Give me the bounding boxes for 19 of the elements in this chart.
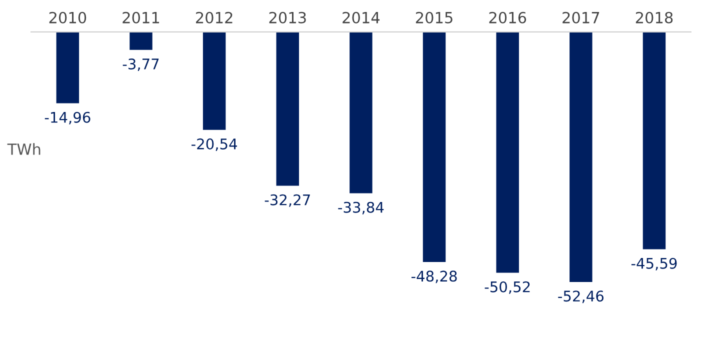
data-label: -45,59 [631, 258, 677, 270]
x-tick-label: 2012 [196, 12, 232, 24]
data-label: -33,84 [338, 202, 384, 214]
data-label: -14,96 [44, 112, 90, 124]
data-label: -50,52 [484, 281, 530, 294]
x-tick-label: 2018 [636, 12, 673, 24]
data-label: -20,54 [192, 138, 238, 151]
x-tick-label: 2015 [416, 12, 452, 24]
x-tick-label: 2013 [269, 12, 306, 24]
x-tick-label: 2016 [489, 12, 526, 24]
x-tick-label: 2014 [342, 12, 380, 24]
y-axis-title: TWh [7, 143, 40, 155]
data-label: -32,27 [264, 194, 310, 207]
x-tick-label: 2017 [562, 12, 600, 24]
x-tick-label: 2011 [122, 12, 160, 24]
data-label: -3,77 [122, 58, 159, 72]
data-label: -48,28 [411, 270, 457, 284]
x-tick-label: 2010 [49, 12, 86, 24]
data-label: -52,46 [558, 290, 604, 304]
